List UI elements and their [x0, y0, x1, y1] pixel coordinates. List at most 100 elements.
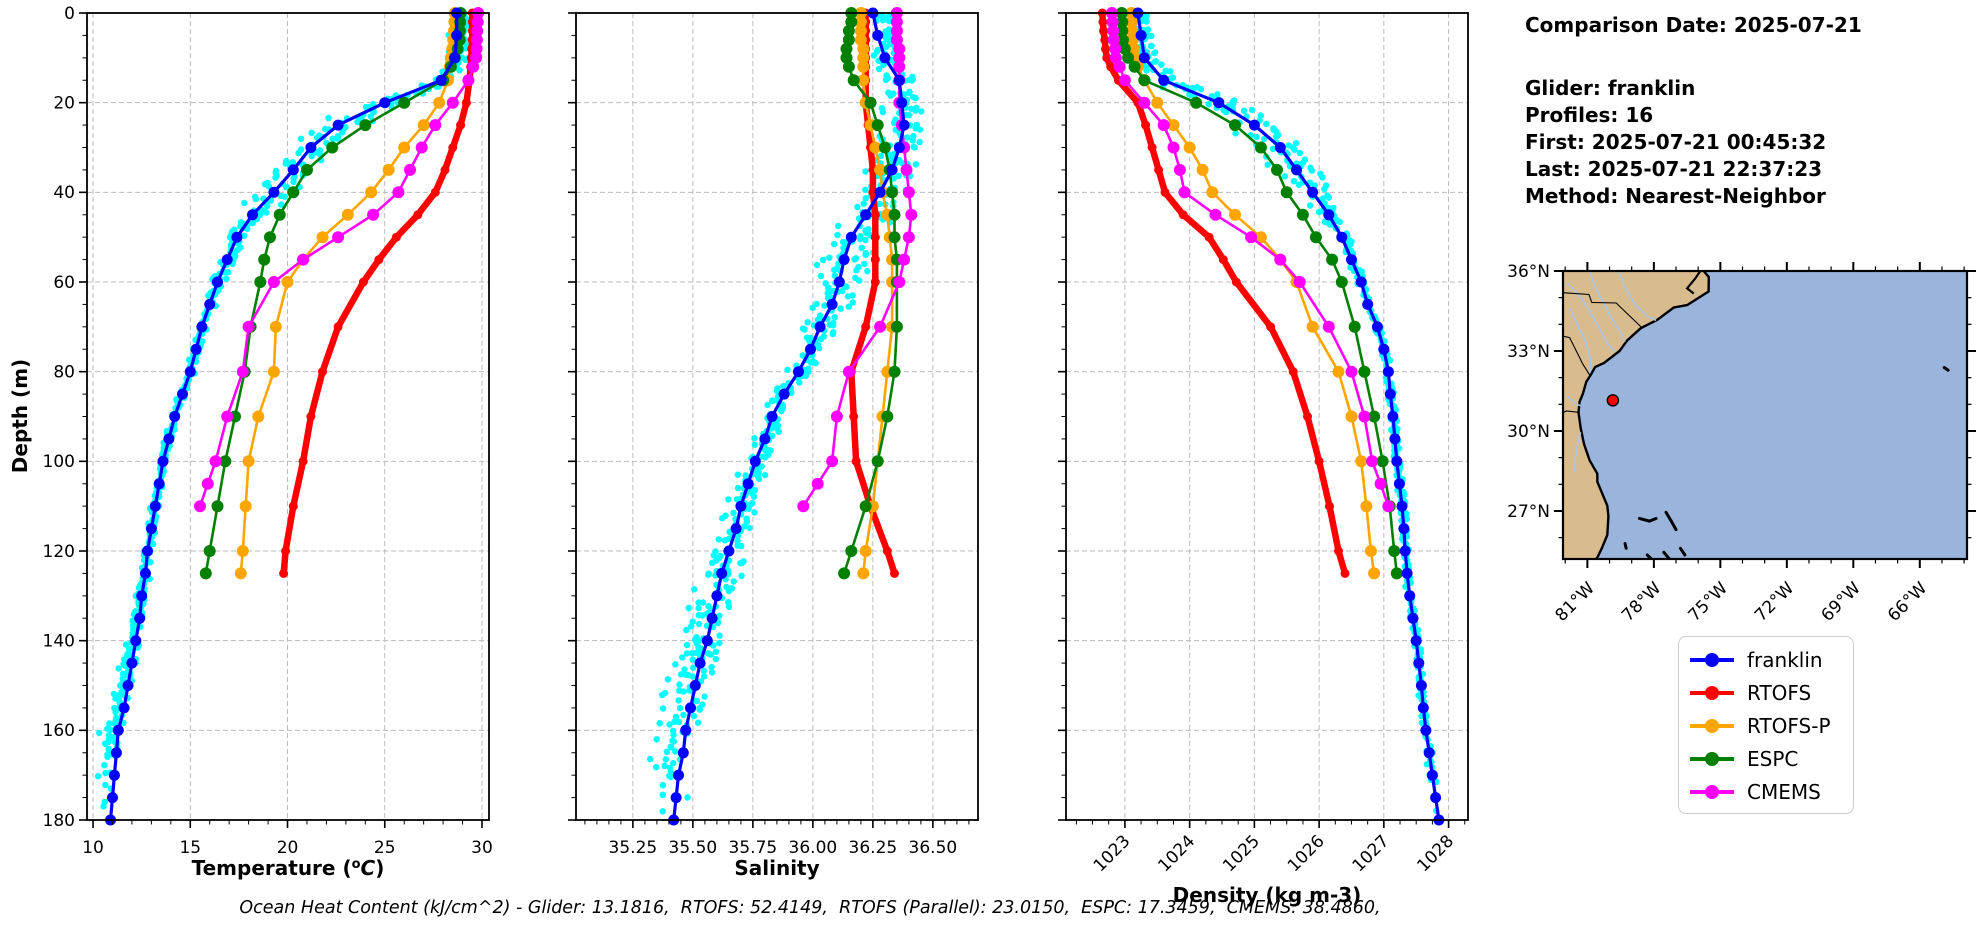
svg-text:180: 180	[43, 811, 75, 831]
svg-text:140: 140	[43, 631, 75, 651]
svg-text:81°W: 81°W	[1552, 578, 1599, 625]
legend-label: CMEMS	[1747, 779, 1821, 804]
land-coastline	[1563, 271, 1711, 559]
svg-text:10: 10	[82, 838, 104, 858]
series-RTOFS	[1097, 8, 1350, 578]
svg-text:36°N: 36°N	[1507, 262, 1550, 282]
bahamas-islands	[1678, 546, 1687, 557]
glider-raw-profiles-scatter	[95, 10, 472, 823]
legend-line-sample	[1690, 652, 1734, 667]
bahamas-islands	[1664, 510, 1678, 532]
svg-text:30°N: 30°N	[1507, 422, 1550, 442]
svg-text:35.25: 35.25	[609, 838, 658, 858]
series-CMEMS	[797, 7, 918, 513]
svg-text:78°W: 78°W	[1618, 578, 1665, 625]
bahamas-islands	[1623, 542, 1628, 550]
river	[1566, 282, 1615, 352]
last-profile-time: Last: 2025-07-21 22:37:23	[1525, 157, 1823, 181]
state-border	[1563, 410, 1579, 414]
svg-text:1023: 1023	[1090, 831, 1135, 876]
map-ticks	[1554, 262, 1976, 568]
svg-text:1026: 1026	[1284, 831, 1329, 876]
series-franklin	[1132, 7, 1445, 826]
svg-text:35.75: 35.75	[729, 838, 778, 858]
legend-label: RTOFS-P	[1747, 713, 1831, 738]
glider-position-marker	[1606, 394, 1620, 407]
info-panel: Comparison Date: 2025-07-21 Glider: fran…	[1525, 12, 1862, 210]
series-ESPC	[199, 7, 467, 580]
legend-line-sample	[1690, 718, 1734, 733]
series-CMEMS	[194, 7, 485, 513]
river	[1617, 271, 1657, 322]
legend-line-sample	[1690, 751, 1734, 766]
river	[1573, 432, 1582, 472]
depth-tick-labels: 0 20 40 60 80 100 120 140 160 180	[43, 4, 75, 831]
legend: franklin RTOFS RTOFS-P ESPC CMEMS	[1678, 636, 1854, 814]
svg-text:25: 25	[374, 838, 396, 858]
temperature-axis-label: Temperature (oC)	[192, 856, 385, 880]
glider-name: Glider: franklin	[1525, 76, 1696, 100]
svg-text:27°N: 27°N	[1507, 502, 1550, 522]
method-label: Method: Nearest-Neighbor	[1525, 184, 1826, 208]
svg-text:160: 160	[43, 721, 75, 741]
svg-text:30: 30	[471, 838, 493, 858]
legend-label: franklin	[1747, 647, 1823, 672]
svg-text:1027: 1027	[1349, 831, 1394, 876]
series-RTOFS-P	[1125, 7, 1381, 580]
state-border	[1563, 292, 1643, 328]
river	[1588, 271, 1626, 343]
legend-line-sample	[1690, 685, 1734, 700]
svg-text:40: 40	[53, 183, 75, 203]
first-profile-time: First: 2025-07-21 00:45:32	[1525, 130, 1827, 154]
river	[1568, 307, 1592, 374]
series-franklin	[668, 7, 910, 826]
bahamas-islands	[1645, 553, 1654, 559]
legend-item-cmems: CMEMS	[1687, 775, 1853, 808]
svg-text:36.00: 36.00	[789, 838, 838, 858]
series-RTOFS	[279, 8, 477, 578]
bermuda-island	[1942, 366, 1950, 372]
svg-text:15: 15	[179, 838, 201, 858]
svg-text:1024: 1024	[1154, 831, 1199, 876]
svg-text:69°W: 69°W	[1818, 578, 1865, 625]
comparison-date: Comparison Date: 2025-07-21	[1525, 13, 1862, 37]
svg-text:100: 100	[43, 452, 75, 472]
x-tick-labels: 10 15 20 25 30	[82, 838, 493, 858]
series-franklin	[105, 7, 463, 826]
svg-text:120: 120	[43, 542, 75, 562]
x-tick-labels: 35.25 35.50 35.75 36.00 36.25 36.50	[609, 838, 958, 858]
legend-item-espc: ESPC	[1687, 742, 1853, 775]
density-axis-label: Density (kg m-3)	[1173, 883, 1362, 907]
state-border	[1563, 335, 1591, 376]
svg-text:20: 20	[53, 93, 75, 113]
legend-item-franklin: franklin	[1687, 643, 1853, 676]
legend-label: RTOFS	[1747, 680, 1812, 705]
salinity-axis-label: Salinity	[734, 856, 819, 880]
axis-ticks	[568, 12, 970, 828]
svg-text:75°W: 75°W	[1685, 578, 1732, 625]
x-tick-labels: 1023 1024 1025 1026 1027 1028	[1090, 831, 1458, 876]
profiles-count: Profiles: 16	[1525, 103, 1654, 127]
ohc-caption: Ocean Heat Content (kJ/cm^2) - Glider: 1…	[239, 898, 1381, 918]
legend-label: ESPC	[1747, 746, 1799, 771]
depth-axis-label: Depth (m)	[8, 359, 32, 473]
legend-line-sample	[1690, 784, 1734, 799]
svg-text:0: 0	[64, 4, 75, 24]
svg-text:1028: 1028	[1413, 831, 1458, 876]
svg-text:20: 20	[277, 838, 299, 858]
svg-text:66°W: 66°W	[1884, 578, 1931, 625]
legend-item-rtofs: RTOFS	[1687, 676, 1853, 709]
series-ESPC	[1115, 7, 1403, 580]
svg-text:35.50: 35.50	[669, 838, 718, 858]
axis-ticks	[1058, 12, 1466, 828]
temperature-plot: 10 15 20 25 30 0 20 40 60 80 100 120 140 160 180 Depth …	[8, 4, 493, 880]
legend-item-rtofs-p: RTOFS-P	[1687, 709, 1853, 742]
salinity-plot: 35.25 35.50 35.75 36.00 36.25 36.50 Salinity	[568, 7, 979, 880]
location-map: 36°N 33°N 30°N 27°N 81°W 78°W 75°W 72°W 69°W 66°W	[1507, 262, 1976, 626]
density-plot: 1023 1024 1025 1026 1027 1028 Density (kg m-3)	[1058, 7, 1469, 907]
svg-text:36.25: 36.25	[849, 838, 898, 858]
svg-text:33°N: 33°N	[1507, 342, 1550, 362]
bahamas-islands	[1662, 550, 1671, 559]
